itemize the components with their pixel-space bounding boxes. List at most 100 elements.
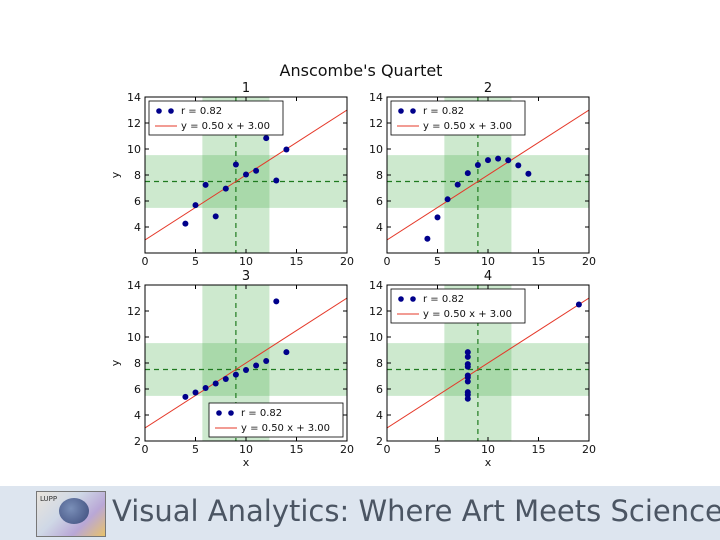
data-point (192, 202, 199, 209)
data-point (273, 177, 280, 184)
legend-marker (398, 296, 404, 302)
y-tick-label: 14 (127, 91, 141, 104)
legend: r = 0.82 y = 0.50 x + 3.00 (148, 100, 284, 136)
data-point (263, 135, 270, 142)
x-tick-label: 20 (582, 255, 596, 268)
data-point (182, 220, 189, 227)
data-point (253, 362, 260, 369)
x-tick-label: 0 (384, 255, 391, 268)
y-tick-label: 8 (134, 357, 141, 370)
y-tick-label: 14 (369, 91, 383, 104)
y-tick-label: 2 (376, 435, 383, 448)
x-tick-label: 10 (481, 443, 495, 456)
y-tick-label: 10 (127, 143, 141, 156)
chart-title: Anscombe's Quartet (280, 61, 443, 80)
data-point (424, 235, 431, 242)
x-tick-label: 0 (142, 255, 149, 268)
panel-3: 0 5 10 15 20 2 4 6 8 10 12 14 3 y x r = 0.82 y = 0.50 x … (109, 269, 354, 469)
y-tick-label: 10 (369, 143, 383, 156)
y-tick-label: 8 (376, 169, 383, 182)
data-point (243, 171, 249, 178)
regression-line (145, 297, 347, 429)
y-tick-label: 4 (134, 409, 141, 422)
x-tick-label: 20 (340, 255, 354, 268)
data-point (464, 349, 471, 356)
data-point (434, 214, 441, 221)
y-axis-label: y (109, 171, 122, 178)
panel-title: 3 (242, 269, 250, 284)
data-point (263, 358, 270, 365)
legend-marker (410, 296, 416, 302)
data-point (202, 181, 209, 188)
y-tick-label: 12 (369, 117, 383, 130)
panel-plot-area (387, 97, 589, 253)
footer-bar (0, 486, 720, 540)
y-tick-label: 10 (369, 331, 383, 344)
y-tick-label: 12 (127, 117, 141, 130)
x-tick-label: 20 (582, 443, 596, 456)
data-point (464, 361, 471, 368)
data-point (464, 353, 471, 360)
legend-point-label: r = 0.82 (181, 106, 222, 117)
legend-marker (216, 410, 222, 416)
data-point (283, 146, 290, 153)
x-tick-label: 15 (290, 443, 304, 456)
legend-line-label: y = 0.50 x + 3.00 (181, 121, 270, 132)
legend-marker (398, 108, 404, 114)
x-tick-label: 0 (142, 443, 149, 456)
anscombe-figure: Anscombe's Quartet 0 5 10 15 204681012141yr … (109, 61, 596, 469)
x-axis-label: x (485, 456, 492, 469)
y-tick-label: 6 (134, 383, 141, 396)
y-tick-label: 2 (134, 435, 141, 448)
x-tick-label: 10 (239, 443, 253, 456)
y-tick-label: 8 (134, 169, 141, 182)
data-point (444, 196, 451, 203)
panel-4: 0 5 10 15 20 2 4 6 8 10 12 14 4 x r = 0.82 y = 0.50 x +… (369, 269, 596, 469)
data-point (525, 170, 532, 177)
regression-line (387, 109, 589, 241)
y-tick-label: 10 (127, 331, 141, 344)
data-point (454, 181, 461, 188)
x-tick-label: 20 (340, 443, 354, 456)
panel-title: 4 (484, 269, 492, 284)
data-point (202, 384, 209, 391)
legend: r = 0.82 y = 0.50 x + 3.00 (390, 288, 526, 324)
data-point (182, 393, 189, 400)
y-tick-label: 4 (376, 221, 383, 234)
data-point (212, 380, 219, 387)
data-point (222, 375, 229, 382)
data-point (192, 389, 199, 396)
panel-title: 1 (242, 81, 250, 96)
data-point (495, 155, 502, 162)
y-tick-label: 8 (376, 357, 383, 370)
legend-line-label: y = 0.50 x + 3.00 (241, 423, 330, 434)
legend-point-label: r = 0.82 (241, 408, 282, 419)
y-tick-label: 4 (134, 221, 141, 234)
panel-1: 0 5 10 15 20 4 6 8 10 12 14 1 y r = 0.82 y = 0.50 x + … (109, 81, 354, 268)
data-point (222, 185, 229, 192)
data-point (464, 170, 471, 177)
legend-marker (168, 108, 174, 114)
logo-image: LUPP (36, 491, 106, 537)
x-tick-label: 15 (532, 443, 546, 456)
x-tick-label: 5 (434, 255, 441, 268)
x-tick-label: 15 (532, 255, 546, 268)
y-tick-label: 6 (376, 195, 383, 208)
legend-marker (156, 108, 162, 114)
legend-box (390, 100, 526, 136)
y-tick-label: 6 (376, 383, 383, 396)
legend-line-label: y = 0.50 x + 3.00 (423, 121, 512, 132)
legend-point-label: r = 0.82 (423, 294, 464, 305)
y-tick-label: 4 (376, 409, 383, 422)
data-point (485, 157, 491, 164)
data-point (243, 367, 249, 374)
data-point (283, 349, 290, 356)
legend-marker (410, 108, 416, 114)
legend-point-label: r = 0.82 (423, 106, 464, 117)
y-tick-label: 12 (369, 305, 383, 318)
data-point (515, 162, 522, 169)
legend: r = 0.82 y = 0.50 x + 3.00 (208, 402, 344, 438)
legend-marker (228, 410, 234, 416)
y-tick-label: 14 (369, 279, 383, 292)
y-tick-label: 14 (127, 279, 141, 292)
